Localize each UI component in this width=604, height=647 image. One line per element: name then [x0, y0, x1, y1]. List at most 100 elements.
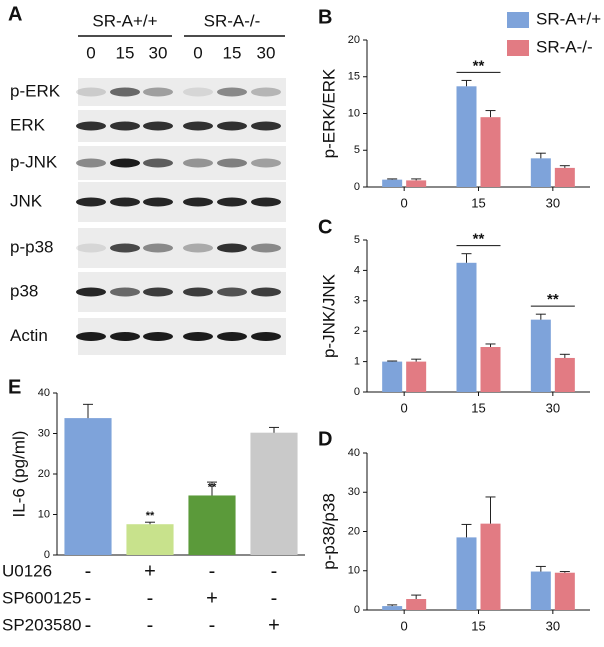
blot-band — [183, 158, 213, 168]
panel-letter: B — [318, 6, 332, 28]
blot-band — [76, 197, 106, 207]
bar — [406, 180, 427, 187]
lane-label: 30 — [257, 43, 276, 62]
y-tick-label: 30 — [348, 486, 360, 498]
blot-band — [183, 243, 213, 253]
blot-band — [143, 87, 173, 97]
blot-band — [217, 332, 247, 341]
bar — [64, 418, 112, 555]
y-tick-label: 20 — [348, 525, 360, 537]
y-tick-label: 0 — [354, 386, 360, 398]
row-label: p-JNK — [10, 152, 58, 171]
blot-band — [110, 332, 140, 341]
y-tick-label: 10 — [348, 107, 360, 119]
y-tick-label: 5 — [354, 234, 360, 246]
bar — [126, 524, 174, 555]
row-label: p-ERK — [10, 81, 61, 100]
y-tick-label: 3 — [354, 295, 360, 307]
legend-swatch — [507, 12, 529, 28]
panel-letter: D — [318, 428, 332, 450]
blot-band — [143, 197, 173, 207]
blot-band — [251, 243, 281, 253]
bar — [480, 117, 501, 187]
treatment-name: SP600125 — [2, 588, 81, 607]
blot-band — [217, 197, 247, 207]
lane-label: 15 — [116, 43, 135, 62]
blot-band — [251, 121, 281, 131]
x-tick-label: 30 — [546, 618, 560, 633]
y-tick-label: 4 — [354, 264, 360, 276]
x-tick-label: 15 — [471, 195, 485, 210]
y-tick-label: 20 — [38, 468, 50, 480]
blot-band — [110, 121, 140, 131]
blot-band — [110, 287, 140, 297]
blot-band — [251, 287, 281, 297]
y-tick-label: 5 — [354, 144, 360, 156]
blot-band — [183, 87, 213, 97]
significance-label: ** — [473, 231, 485, 248]
y-axis-label: p-ERK/ERK — [319, 68, 338, 158]
panel-letter: E — [8, 376, 21, 398]
bar — [456, 262, 477, 392]
blot-band — [143, 287, 173, 297]
row-label: JNK — [10, 191, 43, 210]
blot-band — [251, 332, 281, 341]
bar — [382, 361, 403, 392]
y-tick-label: 0 — [354, 604, 360, 616]
y-tick-label: 40 — [348, 447, 360, 459]
blot-band — [143, 332, 173, 341]
blot-band — [251, 197, 281, 207]
legend-label: SR-A-/- — [536, 37, 593, 56]
bar — [406, 599, 427, 610]
bar — [406, 361, 427, 392]
x-tick-label: 30 — [546, 195, 560, 210]
bar — [382, 606, 403, 610]
y-tick-label: 2 — [354, 325, 360, 337]
blot-band — [217, 121, 247, 131]
blot-band — [183, 332, 213, 341]
x-tick-label: 0 — [401, 618, 408, 633]
bar — [530, 158, 551, 187]
blot-band — [217, 158, 247, 168]
y-tick-label: 1 — [354, 356, 360, 368]
bar — [530, 571, 551, 610]
bar — [554, 357, 575, 392]
blot-band — [143, 243, 173, 253]
blot-band — [76, 332, 106, 341]
blot-band — [217, 87, 247, 97]
x-tick-label: 0 — [401, 195, 408, 210]
treatment-name: U0126 — [2, 561, 52, 580]
y-axis-label: p-p38/p38 — [319, 493, 338, 570]
blot-band — [110, 87, 140, 97]
treatment-mark: + — [206, 587, 218, 609]
lane-label: 0 — [193, 43, 202, 62]
blot-band — [143, 158, 173, 168]
blot-band — [183, 197, 213, 207]
row-label: p38 — [10, 281, 38, 300]
significance-label: ** — [146, 510, 155, 522]
row-label: p-p38 — [10, 237, 53, 256]
treatment-mark: - — [209, 614, 216, 636]
treatment-mark: + — [144, 560, 156, 582]
bar — [188, 495, 236, 555]
bar — [250, 432, 298, 555]
blot-band — [251, 87, 281, 97]
treatment-mark: - — [271, 560, 278, 582]
blot-band — [76, 158, 106, 168]
significance-label: ** — [547, 291, 559, 308]
x-tick-label: 15 — [471, 400, 485, 415]
panel-letter: C — [318, 216, 332, 238]
legend-label: SR-A+/+ — [536, 9, 601, 28]
group-label: SR-A+/+ — [92, 11, 157, 30]
treatment-mark: - — [85, 614, 92, 636]
blot-band — [183, 287, 213, 297]
y-tick-label: 0 — [354, 181, 360, 193]
bar — [554, 167, 575, 187]
lane-label: 30 — [149, 43, 168, 62]
y-tick-label: 40 — [38, 387, 50, 399]
blot-band — [217, 243, 247, 253]
y-tick-label: 10 — [348, 565, 360, 577]
blot-band — [183, 121, 213, 131]
x-tick-label: 0 — [401, 400, 408, 415]
